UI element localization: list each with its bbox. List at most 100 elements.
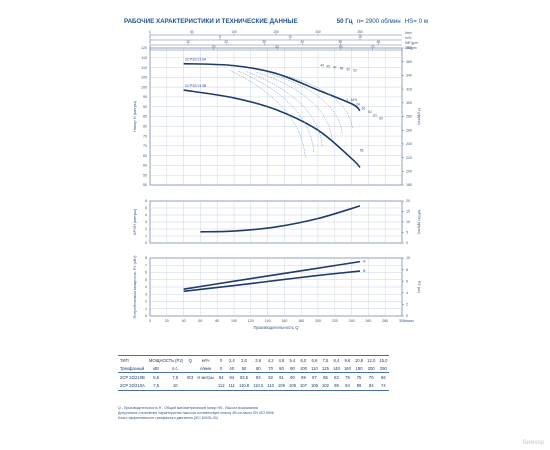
q-units-lmin: л/мин (195, 364, 216, 374)
efficiency-label: 60 (379, 116, 383, 120)
y-tick-label: 2 (145, 300, 147, 304)
col-power: МОЩНОСТЬ (P2) (146, 355, 186, 365)
col-type: ТИП (118, 355, 147, 365)
efficiency-label: 58 (360, 149, 364, 153)
x-axis-unit: л/мин (404, 319, 414, 323)
q-lmin-10: 140 (330, 364, 342, 374)
x-tick-label: 160 (281, 319, 287, 323)
y2-tick-label: 340 (406, 74, 412, 78)
series-label: 2CP32/210A (185, 58, 207, 62)
y2-axis-title: NPSH (футы) (417, 210, 422, 236)
q-lmin-7: 100 (297, 364, 309, 374)
series-line (183, 89, 361, 168)
h-a-14: 74 (377, 381, 390, 391)
sub-type: Трехфазный (118, 364, 147, 374)
sub-kw: кВт (146, 364, 166, 374)
q-m3h-2: 3,0 (236, 355, 252, 365)
y2-tick-label: 0 (406, 314, 408, 318)
h-a-5: 109 (275, 381, 287, 391)
q-lmin-13: 200 (365, 364, 378, 374)
x-tick-label: 300 (399, 319, 405, 323)
q-lmin-2: 50 (236, 364, 252, 374)
y-tick-label: 6 (145, 271, 147, 275)
x-axis-title: Производительность Q (253, 325, 299, 330)
series-label: B (363, 269, 366, 273)
h-a-2: 110,8 (236, 381, 252, 391)
h-b-3: 93 (255, 374, 261, 380)
y2-tick-label: 6 (406, 279, 408, 283)
q-lmin-9: 125 (319, 364, 331, 374)
row-type-a: 2CP 32/210A (118, 381, 147, 391)
x-tick-label: 40 (182, 319, 186, 323)
h-a-13: 84 (365, 381, 378, 391)
flow-scale-tick-label: 30 (262, 40, 266, 44)
note-line: Q - Производительность H - Общий маномет… (118, 406, 258, 410)
y2-axis-title: P2 (кс) (417, 281, 422, 294)
y-tick-label: 120 (141, 46, 147, 50)
series-line (183, 62, 361, 112)
row-hp-b: 7,5 (172, 374, 179, 380)
y-tick-label: 95 (143, 95, 147, 99)
efficiency-label: 1 - 64% (346, 98, 357, 102)
x-tick-label: 120 (248, 319, 254, 323)
q-m3h-14: 15,0 (377, 355, 390, 365)
y-axis-title: Напор H (метры) (132, 100, 137, 132)
x-tick-label: 240 (349, 319, 355, 323)
x-tick-label: 180 (298, 319, 304, 323)
row-kw-a: 7,5 (146, 381, 166, 391)
y-tick-label: 70 (143, 144, 147, 148)
y2-tick-label: 15 (406, 210, 410, 214)
flow-scale-unit: l/min (405, 31, 412, 35)
y2-tick-label: 10 (406, 256, 410, 260)
y-tick-label: 80 (143, 124, 147, 128)
q-m3h-1: 2,4 (226, 355, 237, 365)
h-b-5: 91 (279, 374, 284, 380)
x-tick-label: 100 (231, 319, 237, 323)
flow-scale-tick-label: 15 (358, 35, 362, 39)
efficiency-label: 63 (362, 106, 366, 110)
h-b-13: 70 (368, 374, 374, 380)
q-lmin-4: 70 (265, 364, 276, 374)
y2-tick-label: 320 (406, 87, 412, 91)
efficiency-iso-line (246, 71, 323, 146)
q-m3h-7: 6,0 (297, 355, 309, 365)
y2-tick-label: 300 (406, 101, 412, 105)
h-a-12: 89 (352, 381, 366, 391)
y-tick-label: 1 (145, 234, 147, 238)
y-tick-label: 0 (145, 314, 147, 318)
y-axis-title: NPSH (метры) (132, 208, 137, 235)
speed: n= 2900 об/мин (356, 18, 401, 25)
q-lmin-5: 80 (275, 364, 287, 374)
y-tick-label: 5 (145, 278, 147, 282)
flow-scale-unit: m³/h (405, 36, 412, 40)
efficiency-label: 40 (320, 64, 324, 68)
h-b-8: 87 (312, 374, 317, 380)
y-tick-label: 5 (145, 206, 147, 210)
q-lmin-3: 60 (251, 364, 266, 374)
h-a-6: 108 (286, 381, 298, 391)
flow-scale-tick-label: 20 (224, 40, 228, 44)
flow-scale-tick-label: 5 (219, 35, 221, 39)
h-b-4: 92 (268, 374, 273, 380)
efficiency-label: 47 (333, 66, 337, 70)
x-tick-label: 280 (382, 319, 388, 323)
q-units-m3h: м³/ч (195, 355, 216, 365)
h-b-2: 93,5 (239, 374, 249, 380)
flow-scale-tick-label: 50 (339, 40, 343, 44)
flow-scale-unit: US gpm (405, 46, 417, 50)
y2-axis-title: H (футы) (417, 108, 422, 125)
y2-tick-label: 260 (406, 128, 412, 132)
suction-height: HS= 0 м (404, 18, 428, 25)
specs-table: ТИП МОЩНОСТЬ (P2) Q м³/ч 0 2,4 3,0 3,6 4… (118, 355, 390, 391)
watermark: Вимхор (522, 440, 544, 446)
h-a-8: 105 (308, 381, 320, 391)
flow-scale-tick-label: 40 (275, 45, 279, 49)
flow-scale-tick-label: 250 (357, 30, 363, 34)
series-line (183, 270, 361, 293)
y-tick-label: 3 (145, 220, 147, 224)
flow-scale-tick-label: 0 (149, 40, 151, 44)
y2-tick-label: 10 (406, 220, 410, 224)
y-tick-label: 55 (143, 173, 147, 177)
flow-scale-tick-label: 70 (371, 45, 375, 49)
